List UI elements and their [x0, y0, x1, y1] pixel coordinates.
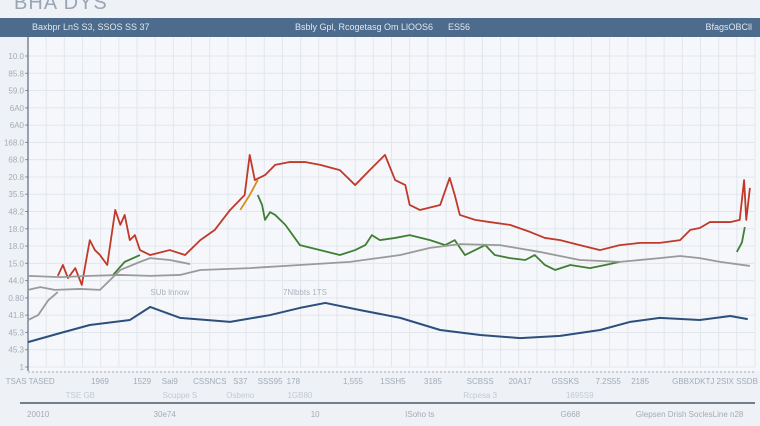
y-tick-label: 6A0: [10, 121, 25, 130]
y-tick-label: 68.0: [8, 156, 24, 165]
y-tick-label: 44.0: [8, 277, 24, 286]
y-tick-label: 59.0: [8, 87, 24, 96]
x-tick-label: 1SSH5: [380, 377, 406, 386]
y-tick-label: 1: [20, 363, 25, 372]
header-left-text: Baxbpr LnS S3, SSOS SS 37: [32, 22, 150, 32]
header-bar: Baxbpr LnS S3, SSOS SS 37 Bsbly Gpl, Rco…: [0, 18, 760, 37]
green-series-line: [256, 194, 620, 271]
x-sub-label: TSE GB: [66, 391, 95, 400]
x-sub-label: Scuppe S: [163, 391, 198, 400]
x-tick-label: 178: [287, 377, 301, 386]
annotation: SUb lnnow: [150, 288, 189, 297]
bottom-label: 20010: [27, 410, 50, 419]
x-sub-label: 1GB80: [287, 391, 312, 400]
gray-series-line: [27, 243, 751, 279]
gray-series-line: [27, 291, 59, 321]
y-tick-label: 41.8: [8, 311, 24, 320]
x-sub-label: Osbeno: [226, 391, 255, 400]
y-tick-label: 0.80: [8, 294, 24, 303]
x-tick-label: TSAS TASED: [6, 377, 55, 386]
green-series-line: [112, 254, 141, 276]
y-tick-label: 168.0: [4, 138, 25, 147]
x-tick-label: Sai9: [162, 377, 179, 386]
x-tick-label: 1529: [133, 377, 151, 386]
x-tick-label: 1,555: [343, 377, 364, 386]
x-sub-label: 1695S9: [566, 391, 594, 400]
x-tick-label: 1969: [91, 377, 109, 386]
x-tick-label: 2185: [631, 377, 649, 386]
gray-series-line: [27, 257, 191, 291]
plot-area: [28, 37, 760, 371]
x-tick-label: 7.2S55: [595, 377, 621, 386]
x-tick-label: 3185: [424, 377, 442, 386]
y-tick-label: 6A0: [10, 104, 25, 113]
header-center-text: Bsbly Gpl, Rcogetasg Om LlOOS6: [295, 22, 434, 32]
x-tick-label: CSSNCS: [193, 377, 226, 386]
bottom-label: 30e74: [154, 410, 177, 419]
y-tick-label: 35.5: [8, 190, 24, 199]
blue-series-line: [27, 301, 748, 344]
x-tick-label: GSSKS: [551, 377, 579, 386]
line-chart: 10.0 85.8 59.0 6A0 6A0 168.0 68.0 20.8 35.5 48.2 1…: [4, 37, 760, 419]
header-center-value: ES56: [448, 22, 471, 32]
y-tick-label: 10.0: [8, 52, 24, 61]
x-tick-label: SSS95: [258, 377, 283, 386]
bottom-label: G668: [561, 410, 581, 419]
orange-series-line: [239, 179, 259, 211]
y-tick-label: 45.3: [8, 328, 24, 337]
bottom-label: 10: [311, 410, 320, 419]
x-sub-label: Rcpesa 3: [463, 391, 497, 400]
y-tick-label: 85.8: [8, 69, 24, 78]
y-tick-label: 48.2: [8, 208, 24, 217]
y-tick-label: 20.8: [8, 173, 24, 182]
bottom-label: Glepsen Drish SoclesLine n28: [636, 410, 744, 419]
header-right-text: BfagsOBCll: [705, 22, 752, 32]
red-series-line: [56, 153, 751, 286]
x-tick-label: SCBSS: [467, 377, 494, 386]
x-tick-label: 20A17: [509, 377, 533, 386]
y-tick-label: 15.0: [8, 259, 24, 268]
y-tick-label: 45.3: [8, 346, 24, 355]
page-title: BHA DYS: [14, 0, 108, 14]
annotation: 7Nlbbts 1TS: [283, 288, 327, 297]
y-tick-label: 18.0: [8, 242, 24, 251]
green-series-line: [736, 226, 746, 253]
y-tick-label: 18.0: [8, 225, 24, 234]
bottom-label: ISoho ts: [405, 410, 434, 419]
x-tick-label: S37: [233, 377, 248, 386]
x-tick-label: GBBXDKTJ 2SIX SSDB: [672, 377, 758, 386]
